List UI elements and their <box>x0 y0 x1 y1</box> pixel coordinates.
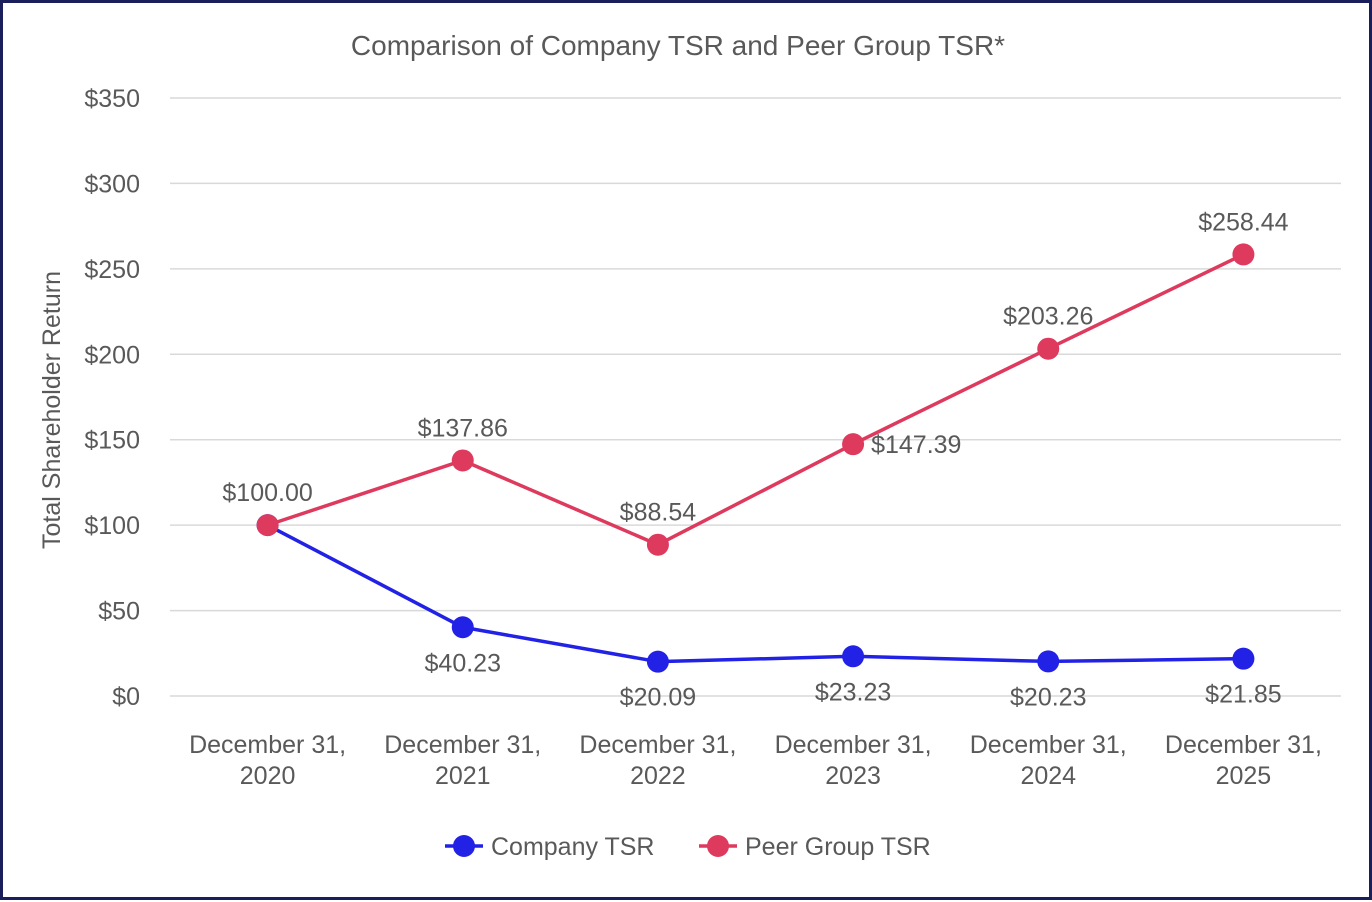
peer-group-tsr-data-label: $88.54 <box>620 499 697 527</box>
y-tick-label: $0 <box>112 683 140 711</box>
legend-label-peer-group-tsr: Peer Group TSR <box>745 833 931 861</box>
x-axis-ticks: December 31, 2020 December 31, 2021 December… <box>189 731 1322 790</box>
x-tick-label: December 31, 2020 <box>189 731 346 790</box>
y-axis-title: Total Shareholder Return <box>38 271 66 549</box>
y-tick-label: $200 <box>84 341 140 369</box>
company-tsr-point <box>842 645 865 668</box>
peer-group-tsr-line <box>267 252 1245 547</box>
tsr-line-chart: Comparison of Company TSR and Peer Group… <box>38 30 1341 861</box>
legend-label-company-tsr: Company TSR <box>491 833 655 861</box>
company-tsr-data-label: $20.09 <box>620 684 696 712</box>
y-tick-label: $50 <box>98 598 140 626</box>
legend-marker-company-tsr <box>453 835 475 857</box>
y-axis-ticks: $0 $50 $100 $150 $200 $250 $300 $350 <box>84 85 140 711</box>
chart-title: Comparison of Company TSR and Peer Group… <box>351 30 1005 61</box>
peer-group-tsr-data-label: $100.00 <box>222 479 312 507</box>
y-tick-label: $100 <box>84 512 140 540</box>
peer-group-tsr-point <box>451 449 474 472</box>
x-tick-label: December 31, 2023 <box>775 731 932 790</box>
y-tick-label: $300 <box>84 170 140 198</box>
peer-group-tsr-point <box>1232 243 1255 266</box>
peer-group-tsr-point <box>256 514 279 537</box>
series-layer <box>256 243 1255 673</box>
gridlines <box>170 97 1341 697</box>
x-tick-label: December 31, 2025 <box>1165 731 1322 790</box>
peer-group-tsr-data-label: $258.44 <box>1198 208 1288 236</box>
company-tsr-data-label: $40.23 <box>425 649 501 677</box>
legend: Company TSR Peer Group TSR <box>445 833 931 861</box>
x-tick-label: December 31, 2024 <box>970 731 1127 790</box>
company-tsr-point <box>1232 647 1255 670</box>
legend-item-peer-group-tsr: Peer Group TSR <box>699 833 931 861</box>
legend-marker-peer-group-tsr <box>707 835 729 857</box>
company-tsr-data-label: $20.23 <box>1010 683 1086 711</box>
company-tsr-point <box>1037 650 1060 673</box>
peer-group-tsr-point <box>1037 337 1060 360</box>
company-tsr-point <box>646 650 669 673</box>
company-tsr-data-label: $23.23 <box>815 678 891 706</box>
data-labels: $40.23 $20.09 $23.23 $20.23 $21.85 $100.00 $13… <box>222 208 1288 711</box>
y-tick-label: $350 <box>84 85 140 113</box>
company-tsr-point <box>451 616 474 639</box>
peer-group-tsr-data-label: $203.26 <box>1003 303 1093 331</box>
y-tick-label: $150 <box>84 427 140 455</box>
legend-item-company-tsr: Company TSR <box>445 833 655 861</box>
y-tick-label: $250 <box>84 256 140 284</box>
company-tsr-data-label: $21.85 <box>1205 681 1281 709</box>
peer-group-tsr-point <box>646 533 669 556</box>
peer-group-tsr-data-label: $137.86 <box>418 414 508 442</box>
company-tsr-line <box>266 523 1244 664</box>
peer-group-tsr-point <box>842 433 865 456</box>
x-tick-label: December 31, 2022 <box>579 731 736 790</box>
peer-group-tsr-data-label: $147.39 <box>871 431 961 459</box>
x-tick-label: December 31, 2021 <box>384 731 541 790</box>
